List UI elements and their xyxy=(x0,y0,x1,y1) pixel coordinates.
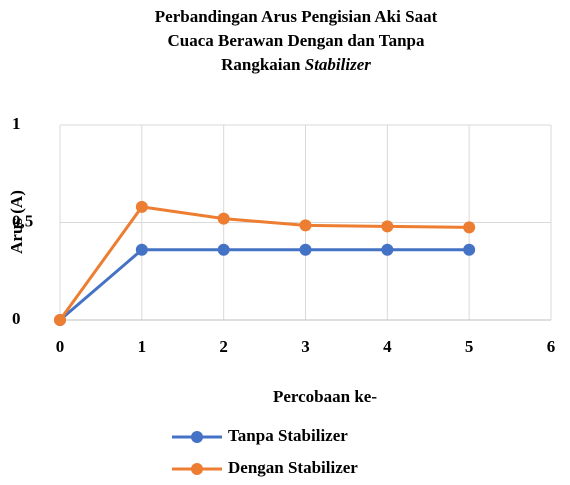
legend-marker xyxy=(191,463,203,475)
chart-title: Perbandingan Arus Pengisian Aki Saat xyxy=(155,7,438,26)
data-point xyxy=(135,243,148,256)
legend-label: Dengan Stabilizer xyxy=(228,458,358,477)
x-tick-label: 4 xyxy=(383,337,392,356)
chart-title: Cuaca Berawan Dengan dan Tanpa xyxy=(168,31,425,50)
y-tick-label: 0 xyxy=(12,309,21,328)
data-point xyxy=(381,243,394,256)
data-point xyxy=(463,221,476,234)
data-point xyxy=(217,212,230,225)
y-axis-label: Arus (A) xyxy=(7,190,26,254)
legend-marker xyxy=(191,431,203,443)
data-point xyxy=(381,220,394,233)
title-part: Cuaca Berawan Dengan dan Tanpa xyxy=(168,31,425,50)
data-point xyxy=(299,219,312,232)
x-axis-label: Percobaan ke- xyxy=(273,387,377,406)
title-part: Rangkaian xyxy=(221,55,305,74)
x-tick-label: 2 xyxy=(219,337,228,356)
x-tick-label: 3 xyxy=(301,337,310,356)
x-tick-label: 5 xyxy=(465,337,474,356)
chart-title: Rangkaian Stabilizer xyxy=(221,55,371,74)
x-tick-label: 1 xyxy=(138,337,147,356)
x-tick-label: 0 xyxy=(56,337,65,356)
series-line xyxy=(58,205,470,321)
data-point xyxy=(54,314,66,326)
data-point xyxy=(463,243,476,256)
data-point xyxy=(217,243,230,256)
data-point xyxy=(299,243,312,256)
title-part: Perbandingan Arus Pengisian Aki Saat xyxy=(155,7,438,26)
y-tick-label: 0,5 xyxy=(12,211,33,230)
legend-label: Tanpa Stabilizer xyxy=(228,426,348,445)
series-line xyxy=(59,248,470,322)
data-point xyxy=(135,200,148,213)
title-part: Stabilizer xyxy=(305,55,372,74)
x-tick-label: 6 xyxy=(547,337,556,356)
y-tick-label: 1 xyxy=(12,114,21,133)
